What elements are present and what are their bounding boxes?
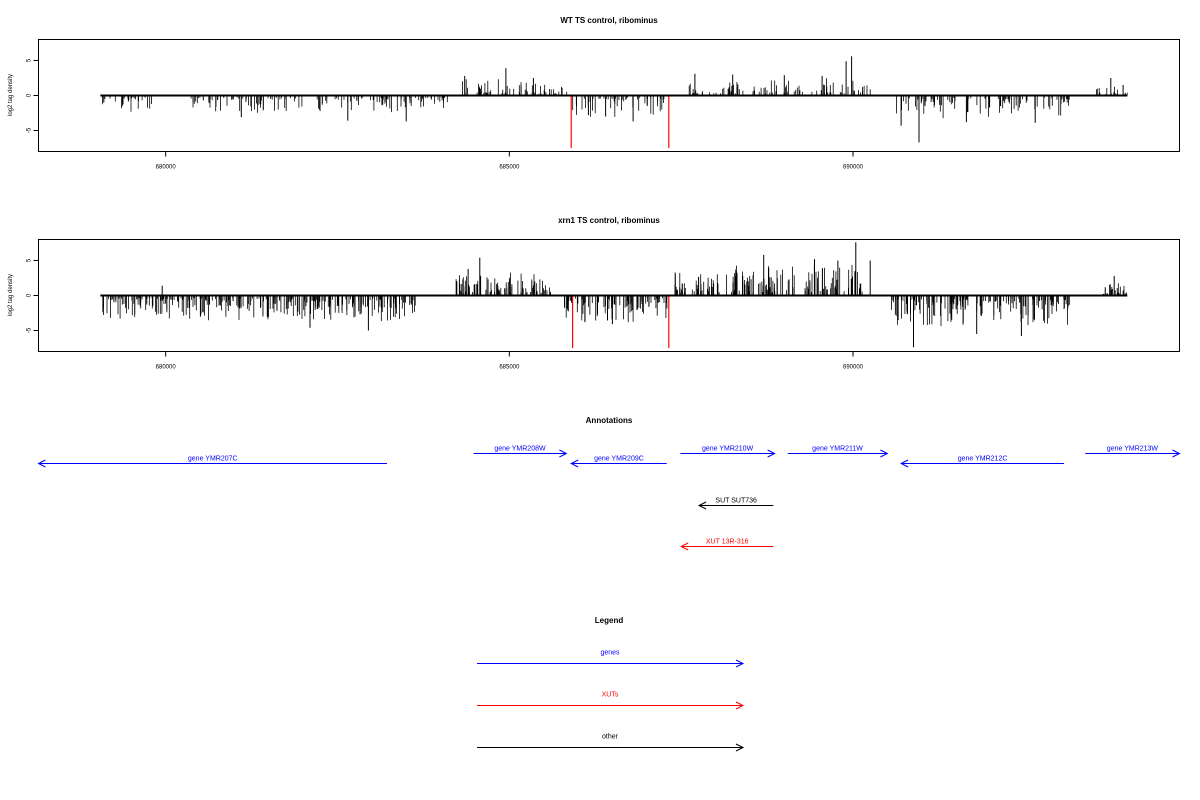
legend-label: other <box>602 734 619 741</box>
legend-items: genes XUTs other <box>477 650 745 752</box>
wt-y-axis-label: log2 tag density <box>8 74 14 116</box>
arrow-head <box>1172 449 1181 458</box>
annotation-feature: XUT 13R-316 <box>680 539 774 551</box>
annotation-label: gene YMR212C <box>958 456 1008 463</box>
wt-panel-title: WT TS control, ribominus <box>560 16 658 25</box>
annotation-label: gene YMR210W <box>702 446 754 453</box>
annotations-title: Annotations <box>586 416 633 425</box>
arrow-head <box>735 701 745 710</box>
arrow-head <box>735 659 745 668</box>
y-tick-label: 5 <box>27 58 33 62</box>
xrn1-highlights <box>571 295 670 348</box>
x-tick-label: 685000 <box>499 165 520 171</box>
wt-signal-bars <box>102 56 1128 143</box>
legend-title: Legend <box>595 616 624 625</box>
x-tick-label: 680000 <box>156 165 177 171</box>
wt-density-panel: WT TS control, ribominus log2 tag densit… <box>8 16 1180 171</box>
xrn1-x-axis: 680000 685000 690000 <box>156 351 864 371</box>
wt-y-axis: -5 0 5 <box>27 58 39 133</box>
arrow-head <box>880 449 889 458</box>
annotation-feature: gene YMR212C <box>900 456 1065 468</box>
annotation-label: gene YMR211W <box>812 446 863 453</box>
x-tick-label: 690000 <box>843 365 864 371</box>
y-tick-label: -5 <box>27 327 33 333</box>
xrn1-panel-title: xrn1 TS control, ribominus <box>558 216 660 225</box>
xrn1-density-panel: xrn1 TS control, ribominus log2 tag dens… <box>8 216 1180 371</box>
annotation-label: gene YMR213W <box>1107 446 1159 453</box>
annotation-label: XUT 13R-316 <box>706 539 749 546</box>
wt-x-axis: 680000 685000 690000 <box>156 151 864 171</box>
annotation-feature: gene YMR213W <box>1085 446 1181 458</box>
annotation-label: SUT SUT736 <box>715 498 757 505</box>
annotation-feature: gene YMR210W <box>680 446 776 458</box>
annotation-features: gene YMR207C gene YMR208W gene YMR209C gene… <box>37 446 1181 551</box>
annotation-feature: gene YMR207C <box>37 456 387 468</box>
xrn1-y-axis: -5 0 5 <box>27 258 39 333</box>
arrow-head <box>697 501 707 510</box>
wt-highlights <box>570 95 670 148</box>
xrn1-signal-bars <box>102 242 1127 348</box>
arrow-head <box>680 542 689 551</box>
arrow-head <box>735 743 745 752</box>
x-tick-label: 685000 <box>499 365 520 371</box>
arrow-head <box>767 449 776 458</box>
annotation-feature: SUT SUT736 <box>697 498 774 510</box>
xrn1-y-axis-label: log2 tag density <box>8 274 14 316</box>
legend-item: other <box>477 734 745 752</box>
x-tick-label: 690000 <box>843 165 864 171</box>
arrow-head <box>559 449 568 458</box>
annotation-label: gene YMR207C <box>188 456 238 463</box>
x-tick-label: 680000 <box>156 365 177 371</box>
annotation-feature: gene YMR209C <box>570 456 667 468</box>
annotation-label: gene YMR209C <box>594 456 644 463</box>
legend-panel: Legend genes XUTs other <box>477 616 745 752</box>
y-tick-label: 0 <box>27 93 33 97</box>
legend-label: XUTs <box>602 692 619 699</box>
legend-item: genes <box>477 650 745 668</box>
annotation-feature: gene YMR208W <box>473 446 568 458</box>
arrow-head <box>900 459 909 468</box>
y-tick-label: 0 <box>27 293 33 297</box>
arrow-head <box>37 459 46 468</box>
legend-label: genes <box>600 650 620 657</box>
legend-item: XUTs <box>477 692 745 710</box>
y-tick-label: -5 <box>27 127 33 133</box>
arrow-head <box>570 459 579 468</box>
annotation-label: gene YMR208W <box>494 446 546 453</box>
y-tick-label: 5 <box>27 258 33 262</box>
annotation-feature: gene YMR211W <box>787 446 889 458</box>
